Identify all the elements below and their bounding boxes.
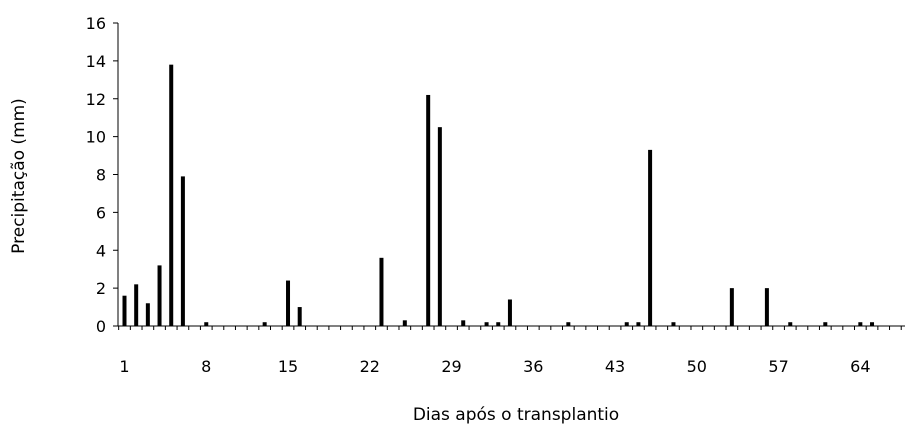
x-axis-title: Dias após o transplantio	[413, 405, 619, 425]
x-tick-label: 64	[850, 357, 870, 376]
x-tick-label: 15	[278, 357, 298, 376]
bar-day-2	[134, 284, 139, 326]
bar-day-28	[437, 127, 442, 326]
bar-day-23	[379, 257, 384, 326]
bar-day-44	[624, 322, 629, 326]
y-tick-label: 12	[86, 90, 106, 109]
bar-day-16	[297, 307, 302, 326]
x-tick-label: 1	[119, 357, 129, 376]
y-tick-label: 6	[96, 203, 106, 222]
bar-day-58	[788, 322, 793, 326]
bar-day-3	[145, 303, 150, 326]
x-tick-label: 43	[605, 357, 625, 376]
y-tick-label: 8	[96, 166, 106, 185]
x-tick-label: 22	[360, 357, 380, 376]
bar-day-48	[671, 322, 676, 326]
bar-day-45	[636, 322, 641, 326]
y-tick-label: 10	[86, 128, 106, 147]
x-tick-label: 57	[768, 357, 788, 376]
y-tick-label: 16	[86, 14, 106, 33]
bar-day-5	[169, 64, 174, 326]
x-tick-label: 36	[523, 357, 543, 376]
bar-day-53	[729, 288, 734, 327]
bars-group	[122, 64, 875, 327]
bar-day-8	[204, 322, 209, 326]
x-ticks-group: 1 8 15 22 29 36 43 50 57 64	[118, 326, 902, 376]
y-axis-title: Precipitação (mm)	[9, 98, 29, 254]
bar-day-13	[262, 322, 267, 326]
bar-day-56	[764, 288, 769, 327]
bar-day-39	[566, 322, 571, 326]
bar-day-64	[858, 322, 863, 326]
x-tick-label: 29	[441, 357, 461, 376]
bar-day-34	[507, 299, 512, 326]
y-tick-label: 0	[96, 317, 106, 336]
bar-day-32	[484, 322, 489, 326]
bar-day-65	[870, 322, 875, 326]
y-ticks-group: 0 2 4 6 8 10 12 14 16	[86, 14, 118, 336]
bar-day-1	[122, 295, 127, 326]
x-tick-label: 8	[201, 357, 211, 376]
bar-day-15	[286, 280, 291, 326]
bar-day-33	[496, 322, 501, 326]
y-tick-label: 2	[96, 279, 106, 298]
bar-day-46	[648, 149, 653, 326]
x-tick-label: 50	[687, 357, 707, 376]
bar-day-61	[823, 322, 828, 326]
bar-day-25	[402, 320, 407, 326]
bar-day-27	[426, 94, 431, 327]
bar-day-4	[157, 265, 162, 326]
bar-day-6	[180, 176, 185, 326]
y-tick-label: 4	[96, 241, 106, 260]
bar-day-30	[461, 320, 466, 326]
y-tick-label: 14	[86, 52, 106, 71]
